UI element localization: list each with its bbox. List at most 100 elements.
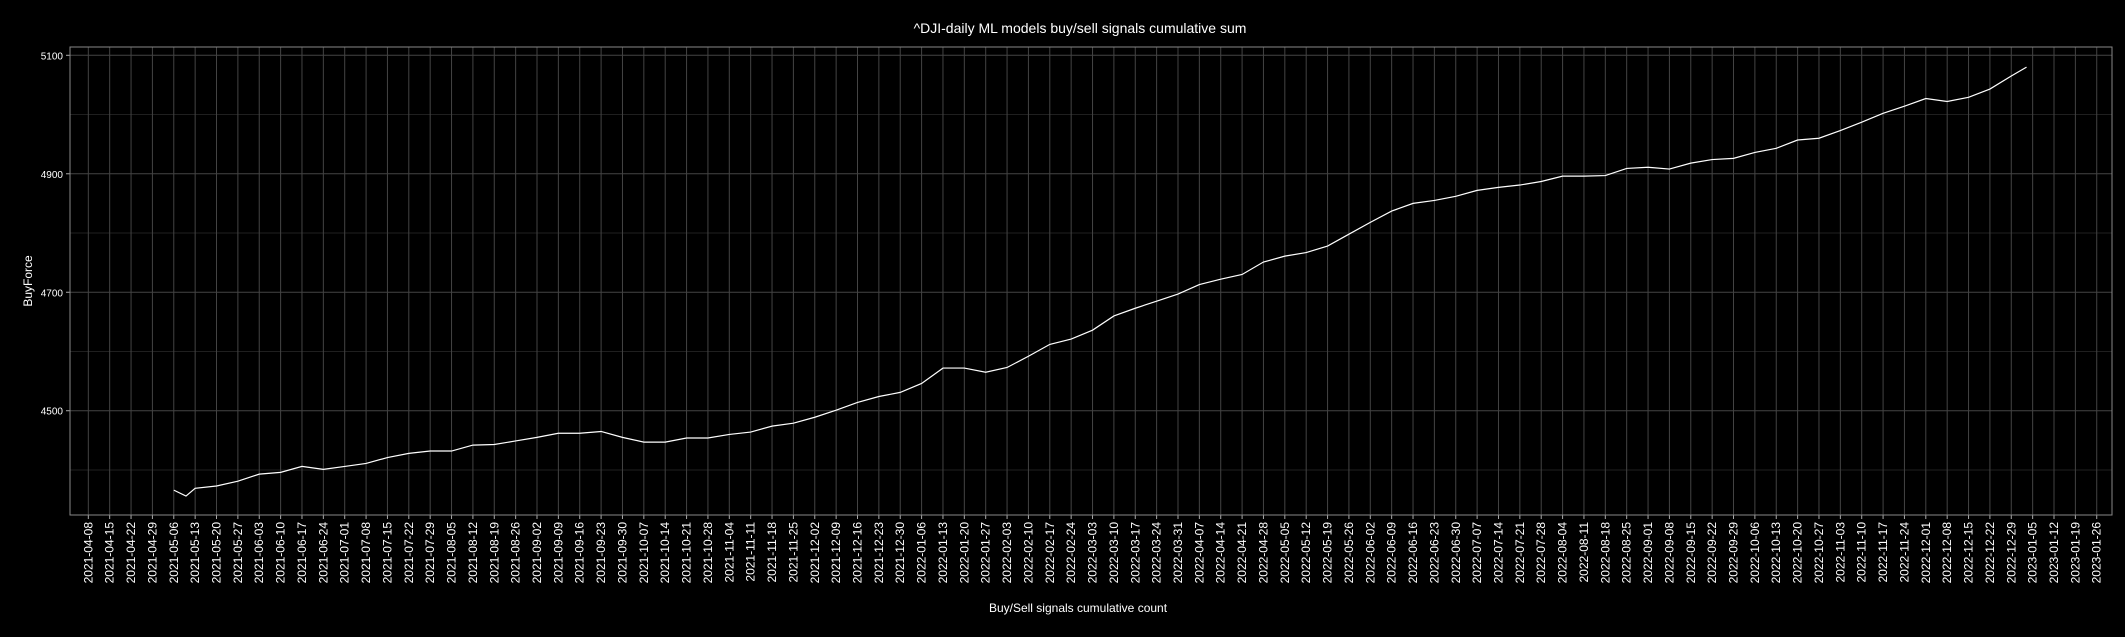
x-tick-label: 2022-11-24 (1897, 522, 1911, 583)
x-tick-label: 2021-10-28 (701, 522, 715, 584)
x-tick-label: 2021-08-12 (466, 522, 480, 584)
x-tick-label: 2023-01-05 (2026, 522, 2040, 584)
x-tick-label: 2022-08-11 (1577, 522, 1591, 583)
y-tick-label: 5100 (41, 51, 64, 62)
x-tick-label: 2021-04-08 (81, 522, 95, 584)
x-tick-label: 2022-04-14 (1214, 522, 1228, 584)
x-tick-label: 2022-06-16 (1406, 522, 1420, 584)
x-tick-label: 2021-10-07 (637, 522, 651, 584)
x-tick-label: 2022-05-26 (1342, 522, 1356, 584)
x-tick-label: 2022-10-27 (1812, 522, 1826, 584)
x-tick-label: 2021-11-11 (744, 522, 758, 582)
x-tick-label: 2021-08-26 (509, 522, 523, 584)
x-tick-label: 2021-06-03 (252, 522, 266, 584)
x-tick-label: 2022-05-19 (1321, 522, 1335, 584)
x-tick-label: 2021-05-20 (210, 522, 224, 584)
x-tick-label: 2022-07-21 (1513, 522, 1527, 584)
y-axis-label: BuyForce (21, 255, 35, 307)
x-tick-label: 2022-10-06 (1748, 522, 1762, 584)
x-tick-label: 2021-10-14 (658, 522, 672, 584)
x-tick-label: 2021-09-09 (551, 522, 565, 584)
x-tick-label: 2022-02-17 (1043, 522, 1057, 584)
x-tick-label: 2021-06-24 (316, 522, 330, 584)
x-tick-label: 2022-06-30 (1449, 522, 1463, 584)
x-tick-label: 2022-08-18 (1598, 522, 1612, 584)
x-tick-label: 2022-11-17 (1876, 522, 1890, 583)
x-tick-label: 2022-09-01 (1641, 522, 1655, 584)
x-tick-label: 2021-11-04 (722, 522, 736, 583)
x-tick-label: 2021-04-29 (145, 522, 159, 584)
x-tick-label: 2021-12-09 (829, 522, 843, 584)
x-tick-label: 2022-02-03 (1000, 522, 1014, 584)
x-tick-label: 2022-11-03 (1833, 522, 1847, 583)
x-tick-label: 2023-01-26 (2090, 522, 2104, 584)
x-tick-label: 2022-08-04 (1556, 522, 1570, 584)
x-tick-label: 2021-04-15 (103, 522, 117, 584)
x-tick-label: 2021-08-05 (445, 522, 459, 584)
x-tick-label: 2022-08-25 (1620, 522, 1634, 584)
x-tick-label: 2021-07-08 (359, 522, 373, 584)
x-tick-label: 2023-01-12 (2047, 522, 2061, 584)
x-tick-label: 2021-05-13 (188, 522, 202, 584)
x-tick-label: 2022-01-06 (915, 522, 929, 584)
x-tick-label: 2021-08-19 (487, 522, 501, 584)
x-tick-label: 2022-03-31 (1171, 522, 1185, 584)
x-tick-label: 2021-11-25 (786, 522, 800, 583)
x-tick-label: 2022-04-21 (1235, 522, 1249, 584)
x-tick-label: 2022-04-07 (1192, 522, 1206, 584)
y-tick-label: 4900 (41, 170, 64, 181)
x-tick-label: 2021-10-21 (680, 522, 694, 584)
x-tick-label: 2021-12-16 (850, 522, 864, 584)
x-tick-label: 2021-09-30 (615, 522, 629, 584)
x-tick-label: 2021-07-15 (380, 522, 394, 584)
x-tick-label: 2022-07-14 (1491, 522, 1505, 584)
x-tick-label: 2022-12-01 (1919, 522, 1933, 584)
x-tick-label: 2021-07-22 (402, 522, 416, 584)
x-tick-label: 2021-09-16 (573, 522, 587, 584)
x-tick-label: 2021-09-02 (530, 522, 544, 584)
x-tick-label: 2021-12-23 (872, 522, 886, 584)
x-tick-label: 2021-05-06 (167, 522, 181, 584)
x-tick-label: 2022-05-12 (1299, 522, 1313, 584)
x-tick-label: 2022-10-20 (1791, 522, 1805, 584)
x-axis-label: Buy/Sell signals cumulative count (989, 601, 1168, 615)
x-tick-label: 2022-07-07 (1470, 522, 1484, 584)
x-tick-label: 2022-11-10 (1855, 522, 1869, 583)
x-tick-label: 2022-09-15 (1684, 522, 1698, 584)
x-tick-label: 2022-05-05 (1278, 522, 1292, 584)
x-tick-label: 2022-02-10 (1021, 522, 1035, 584)
x-tick-label: 2021-09-23 (594, 522, 608, 584)
x-tick-label: 2021-04-22 (124, 522, 138, 584)
x-tick-label: 2022-06-09 (1385, 522, 1399, 584)
x-tick-label: 2021-07-29 (423, 522, 437, 584)
x-tick-label: 2022-06-02 (1363, 522, 1377, 584)
x-tick-label: 2022-09-08 (1662, 522, 1676, 584)
plot-border (69, 46, 2113, 516)
y-tick-label: 4500 (41, 407, 64, 418)
x-tick-label: 2021-11-18 (765, 522, 779, 583)
x-tick-label: 2022-07-28 (1534, 522, 1548, 584)
x-tick-label: 2022-12-08 (1940, 522, 1954, 584)
x-tick-label: 2022-01-27 (979, 522, 993, 584)
x-tick-label: 2022-02-24 (1064, 522, 1078, 584)
x-tick-label: 2022-03-10 (1107, 522, 1121, 584)
x-tick-label: 2022-03-03 (1086, 522, 1100, 584)
chart-title: ^DJI-daily ML models buy/sell signals cu… (914, 20, 1247, 36)
x-tick-label: 2022-01-13 (936, 522, 950, 584)
x-tick-label: 2022-03-24 (1150, 522, 1164, 584)
x-tick-label: 2022-12-15 (1962, 522, 1976, 584)
x-tick-label: 2021-12-30 (893, 522, 907, 584)
x-tick-label: 2022-06-23 (1427, 522, 1441, 584)
x-tick-label: 2022-09-29 (1727, 522, 1741, 584)
x-tick-label: 2022-01-20 (957, 522, 971, 584)
x-tick-label: 2021-12-02 (808, 522, 822, 584)
x-tick-label: 2022-12-22 (1983, 522, 1997, 584)
x-tick-label: 2021-06-10 (274, 522, 288, 584)
x-tick-label: 2022-03-17 (1128, 522, 1142, 584)
x-tick-label: 2021-05-27 (231, 522, 245, 584)
x-tick-label: 2021-07-01 (338, 522, 352, 584)
x-tick-label: 2022-10-13 (1769, 522, 1783, 584)
